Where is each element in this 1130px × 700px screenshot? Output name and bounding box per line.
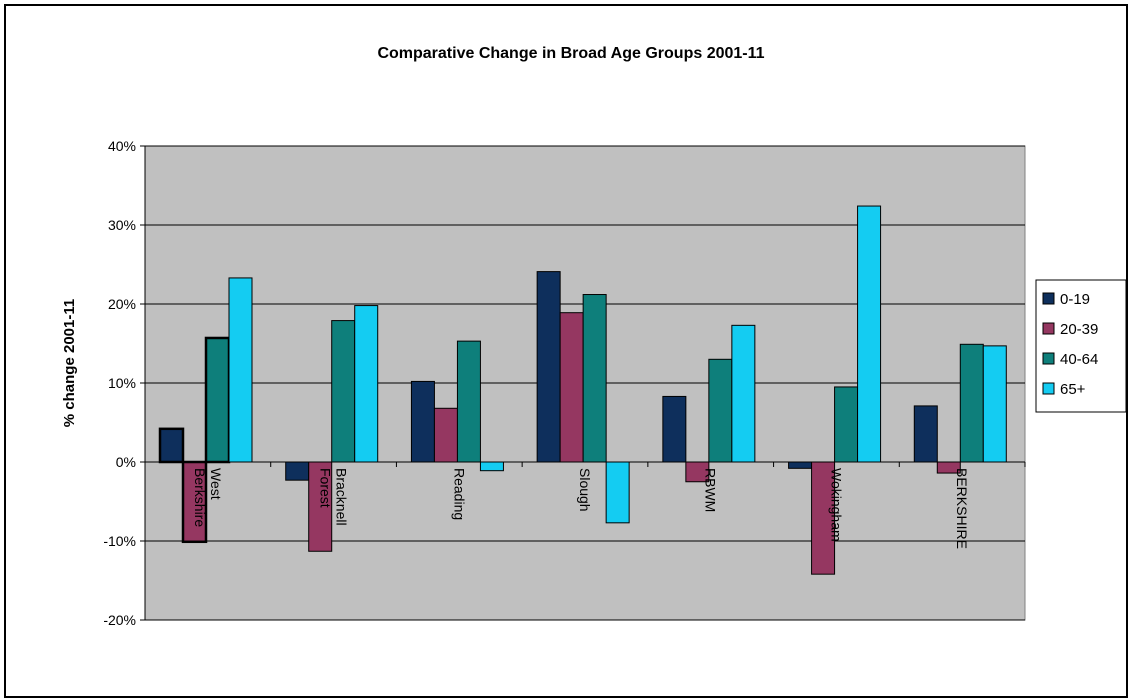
category-label: BracknellForest (318, 468, 350, 526)
bar-0-19-bracknell-forest (285, 461, 310, 481)
bar-65+-west-berkshire (228, 277, 253, 463)
legend-swatch (1042, 382, 1055, 395)
bar-65+-wokingham (857, 205, 882, 463)
bar-40-64-slough (582, 294, 607, 463)
bar-65+-slough (605, 461, 630, 524)
legend: 0-19 20-39 40-64 65+ (1035, 279, 1127, 413)
bar-40-64-west-berkshire (204, 336, 231, 464)
bar-40-64-rbwm (708, 358, 733, 463)
category-label: WestBerkshire (192, 468, 224, 527)
category-label: Reading (451, 468, 467, 520)
bar-20-39-reading (433, 407, 458, 463)
bar-0-19-wokingham (788, 461, 813, 469)
y-tick-label: -10% (103, 533, 136, 549)
bar-0-19-slough (536, 271, 561, 463)
chart-title: Comparative Change in Broad Age Groups 2… (377, 45, 764, 62)
bar-20-39-slough (559, 312, 584, 463)
legend-swatch (1042, 292, 1055, 305)
y-axis-label: % change 2001-11 (61, 299, 78, 427)
legend-label: 65+ (1060, 381, 1086, 398)
y-tick-label: 10% (108, 375, 136, 391)
category-labels: WestBerkshire BracknellForest Reading Sloug… (192, 468, 970, 549)
bars (144, 205, 1026, 575)
y-tick-label: 20% (108, 296, 136, 312)
bar-40-64-bracknell-forest (331, 320, 356, 463)
y-axis-ticks: -20% -10% 0% 10% 20% 30% 40% (103, 138, 146, 628)
y-tick-label: 30% (108, 217, 136, 233)
category-label: RBWM (703, 468, 719, 512)
y-tick-label: -20% (103, 612, 136, 628)
bar-65+-bracknell-forest (354, 305, 379, 463)
bar-65+-rbwm (731, 324, 756, 463)
legend-label: 40-64 (1060, 351, 1098, 368)
bar-40-64-berkshire (959, 343, 984, 463)
legend-label: 20-39 (1060, 321, 1098, 338)
bar-0-19-rbwm (662, 395, 687, 463)
y-tick-label: 0% (116, 454, 136, 470)
y-tick-label: 40% (108, 138, 136, 154)
bar-65+-berkshire (982, 345, 1007, 463)
bar-0-19-west-berkshire (158, 427, 185, 464)
legend-swatch (1042, 352, 1055, 365)
bar-40-64-wokingham (834, 386, 859, 463)
category-label: Slough (577, 468, 593, 512)
legend-label: 0-19 (1060, 291, 1090, 308)
bar-40-64-reading (456, 340, 481, 463)
bar-65+-reading (479, 461, 504, 472)
legend-swatch (1042, 322, 1055, 335)
bar-0-19-reading (410, 380, 435, 463)
category-label: Wokingham (828, 468, 844, 542)
bar-0-19-berkshire (913, 405, 938, 463)
category-label: BERKSHIRE (954, 468, 970, 549)
